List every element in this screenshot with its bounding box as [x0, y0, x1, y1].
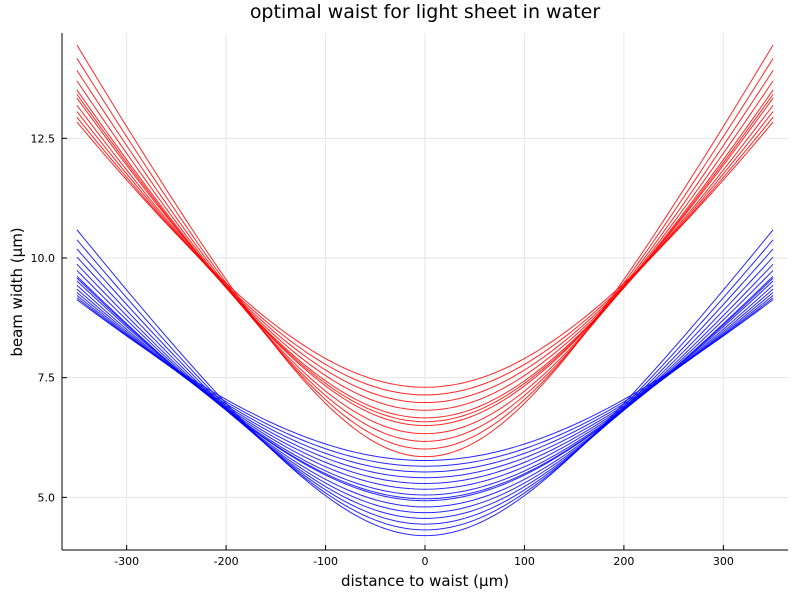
- series-line-17: [76, 70, 774, 442]
- series-line-3: [76, 256, 774, 519]
- y-tick-label: 12.5: [31, 132, 56, 145]
- series-line-25: [76, 121, 774, 388]
- series-line-1: [76, 239, 774, 531]
- series-line-20: [76, 93, 774, 423]
- y-axis-label: beam width (μm): [8, 227, 26, 356]
- x-tick-label: 0: [422, 555, 429, 568]
- series-line-13: [76, 297, 774, 467]
- series-line-0: [76, 229, 774, 537]
- x-axis-label: distance to waist (μm): [341, 572, 509, 590]
- x-tick-label: 200: [613, 555, 634, 568]
- y-tick-label: 10.0: [31, 252, 56, 265]
- x-tick-label: 300: [713, 555, 734, 568]
- axes-layer: [61, 33, 788, 551]
- y-tick-label: 7.5: [38, 372, 56, 385]
- series-line-12: [76, 294, 774, 473]
- series-line-19: [76, 89, 774, 427]
- grid-layer: [62, 33, 788, 550]
- series-line-15: [76, 44, 774, 458]
- tick-label-layer: -300 -200 -100 0 100 200 300 5.0 7.5 10.0 12.5: [31, 132, 734, 568]
- series-line-21: [76, 97, 774, 419]
- x-tick-label: -100: [313, 555, 338, 568]
- series-line-11: [76, 292, 774, 479]
- x-tick-label: 100: [514, 555, 535, 568]
- series-line-18: [76, 80, 774, 435]
- y-tick-label: 5.0: [38, 491, 56, 504]
- series-line-14: [76, 299, 774, 461]
- series-line-16: [76, 58, 774, 450]
- series-layer: [76, 44, 774, 537]
- x-tick-label: -300: [114, 555, 139, 568]
- chart-title: optimal waist for light sheet in water: [250, 1, 601, 23]
- x-tick-label: -200: [214, 555, 239, 568]
- series-line-2: [76, 248, 774, 525]
